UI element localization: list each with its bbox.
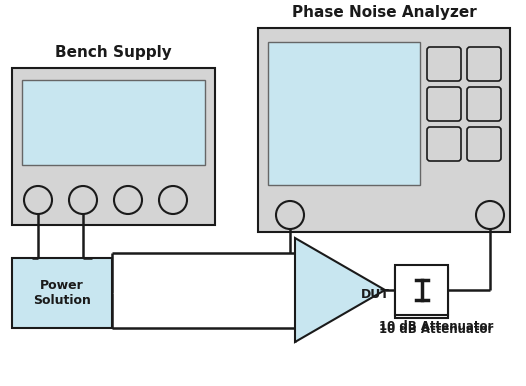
Circle shape [476, 201, 504, 229]
Circle shape [159, 186, 187, 214]
Circle shape [69, 186, 97, 214]
FancyBboxPatch shape [427, 87, 461, 121]
Text: 10 dB Attenuator: 10 dB Attenuator [379, 323, 494, 336]
Bar [22, 80, 205, 165]
Text: DUT: DUT [361, 288, 390, 301]
Text: 10 dB Attenuator: 10 dB Attenuator [379, 320, 494, 333]
Bar [268, 42, 420, 185]
Circle shape [24, 186, 52, 214]
Text: Power
Solution: Power Solution [33, 279, 91, 307]
Polygon shape [295, 238, 385, 342]
FancyBboxPatch shape [427, 127, 461, 161]
FancyBboxPatch shape [427, 47, 461, 81]
Circle shape [276, 201, 304, 229]
Bar [12, 68, 215, 225]
Text: Phase Noise Analyzer: Phase Noise Analyzer [291, 5, 477, 20]
Bar [395, 265, 448, 315]
FancyBboxPatch shape [467, 87, 501, 121]
Text: Bench Supply: Bench Supply [55, 45, 172, 60]
FancyBboxPatch shape [467, 47, 501, 81]
Circle shape [114, 186, 142, 214]
FancyBboxPatch shape [467, 127, 501, 161]
Bar [12, 258, 112, 328]
Bar [258, 28, 510, 232]
Bar [395, 268, 448, 318]
